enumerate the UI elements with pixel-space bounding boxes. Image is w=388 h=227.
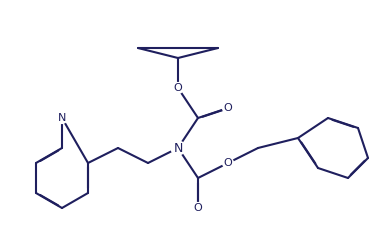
Text: N: N	[58, 113, 66, 123]
Text: O: O	[223, 103, 232, 113]
Text: O: O	[223, 158, 232, 168]
Text: N: N	[173, 141, 183, 155]
Text: O: O	[194, 203, 203, 213]
Text: O: O	[173, 83, 182, 93]
